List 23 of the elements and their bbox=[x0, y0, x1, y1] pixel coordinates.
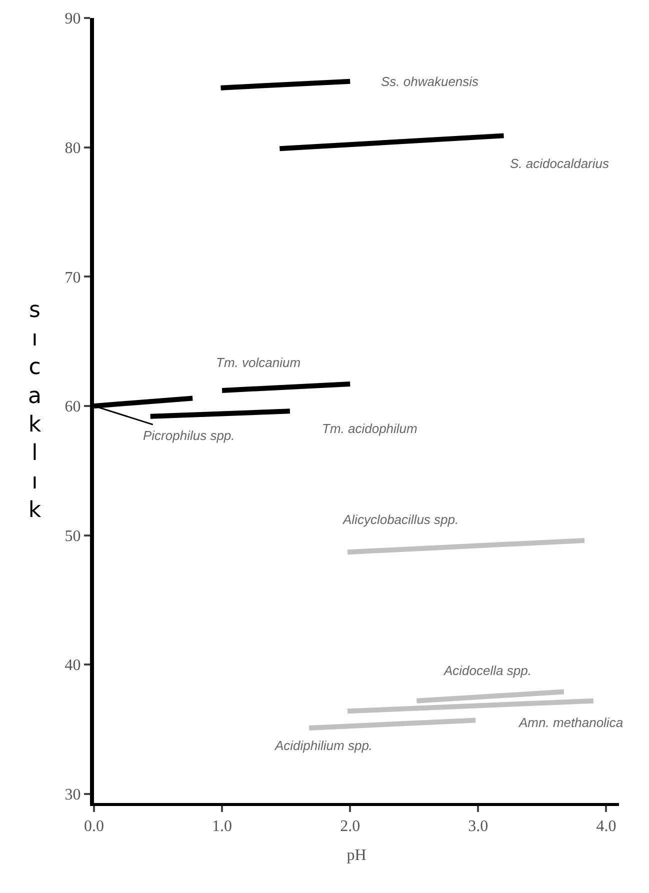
annotation: Acidiphilium spp. bbox=[274, 738, 373, 753]
y-tick-label: 40 bbox=[64, 657, 81, 674]
y-tick-label: 30 bbox=[64, 786, 81, 804]
annotation: Acidocella spp. bbox=[443, 663, 532, 678]
y-axis-title: sıcaklık bbox=[28, 298, 42, 524]
x-tick-label: 0.0 bbox=[84, 818, 104, 836]
y-tick-label: 70 bbox=[64, 269, 81, 286]
x-tick-label: 4.0 bbox=[596, 818, 616, 836]
x-axis-title: pH bbox=[346, 846, 367, 864]
x-tick-label: 3.0 bbox=[468, 818, 488, 836]
y-tick-label: 50 bbox=[64, 528, 81, 545]
annotation: S. acidocaldarius bbox=[510, 156, 610, 171]
annotation: Picrophilus spp. bbox=[143, 428, 235, 443]
annotation: Amn. methanolica bbox=[518, 715, 624, 730]
annotation: Tm. volcanium bbox=[216, 355, 301, 370]
y-tick-label: 90 bbox=[64, 10, 81, 28]
annotation: Alicyclobacillus spp. bbox=[342, 512, 459, 527]
annotation: Tm. acidophilum bbox=[322, 421, 418, 436]
annotation: Ss. ohwakuensis bbox=[381, 74, 480, 89]
y-tick-label: 80 bbox=[64, 140, 81, 157]
y-tick-label: 60 bbox=[64, 398, 81, 416]
x-tick-label: 1.0 bbox=[212, 818, 232, 836]
x-tick-label: 2.0 bbox=[340, 818, 360, 836]
